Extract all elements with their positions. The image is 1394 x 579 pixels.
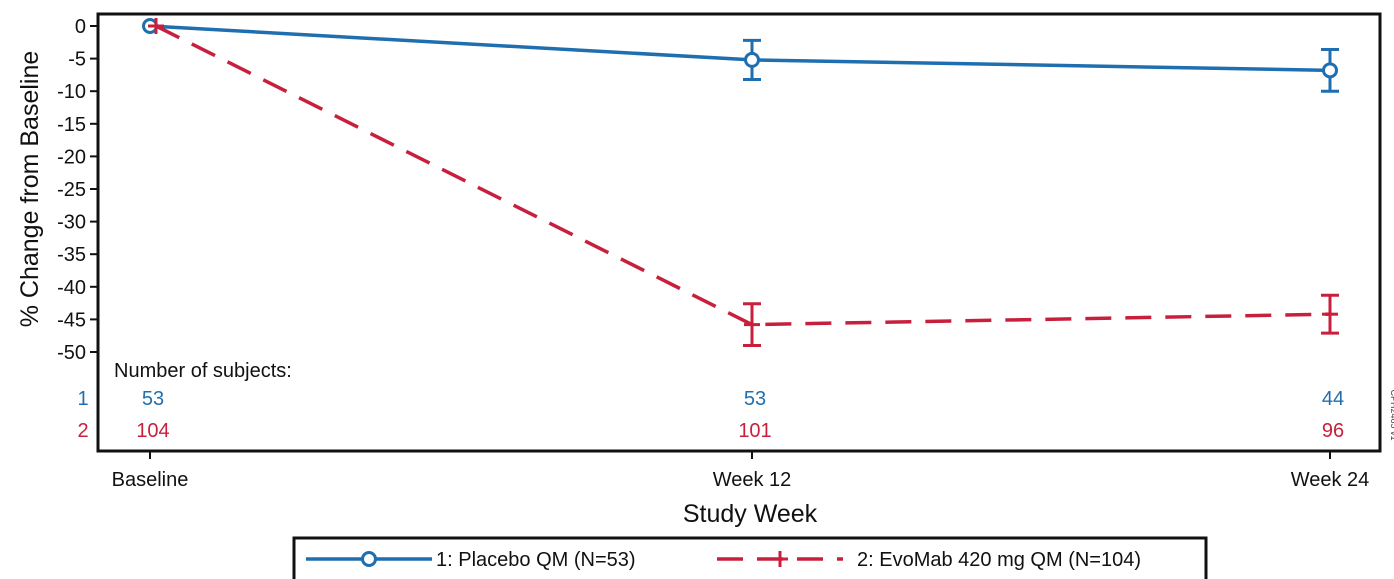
y-tick-label: -15: [57, 114, 86, 136]
subjects-count: 96: [1322, 420, 1344, 442]
series-line-1: [149, 24, 1331, 73]
y-axis-title: % Change from Baseline: [16, 51, 44, 328]
figure-code: CPH2465 v1: [1389, 389, 1394, 440]
subjects-count: 104: [136, 420, 169, 442]
subjects-count: 101: [738, 420, 771, 442]
legend-box: [292, 536, 1208, 579]
x-axis-title: Study Week: [683, 500, 818, 528]
subjects-count: 53: [142, 388, 164, 410]
y-tick-label: -40: [57, 277, 86, 299]
subjects-heading: Number of subjects:: [114, 360, 292, 382]
x-tick-label: Baseline: [112, 469, 189, 491]
data-point: [744, 51, 760, 68]
y-tick-label: -10: [57, 81, 86, 103]
plot-frame: [96, 12, 1382, 453]
legend-label: 2: EvoMab 420 mg QM (N=104): [857, 549, 1141, 571]
y-tick-label: -30: [57, 212, 86, 234]
y-tick-label: 0: [75, 16, 86, 38]
series-line-2: [155, 24, 1331, 327]
y-tick-label: -45: [57, 309, 86, 331]
y-tick-label: -25: [57, 179, 86, 201]
y-tick-label: -20: [57, 146, 86, 168]
subjects-row-label: 2: [77, 420, 88, 442]
y-tick-label: -50: [57, 342, 86, 364]
x-tick-label: Week 24: [1291, 469, 1370, 491]
legend-marker-circle: [361, 551, 377, 567]
y-tick-label: -35: [57, 244, 86, 266]
y-tick-label: -5: [68, 49, 86, 71]
x-tick-label: Week 12: [713, 469, 792, 491]
subjects-count: 44: [1322, 388, 1344, 410]
subjects-count: 53: [744, 388, 766, 410]
legend-label: 1: Placebo QM (N=53): [436, 549, 636, 571]
data-point: [1322, 62, 1338, 79]
subjects-row-label: 1: [77, 388, 88, 410]
